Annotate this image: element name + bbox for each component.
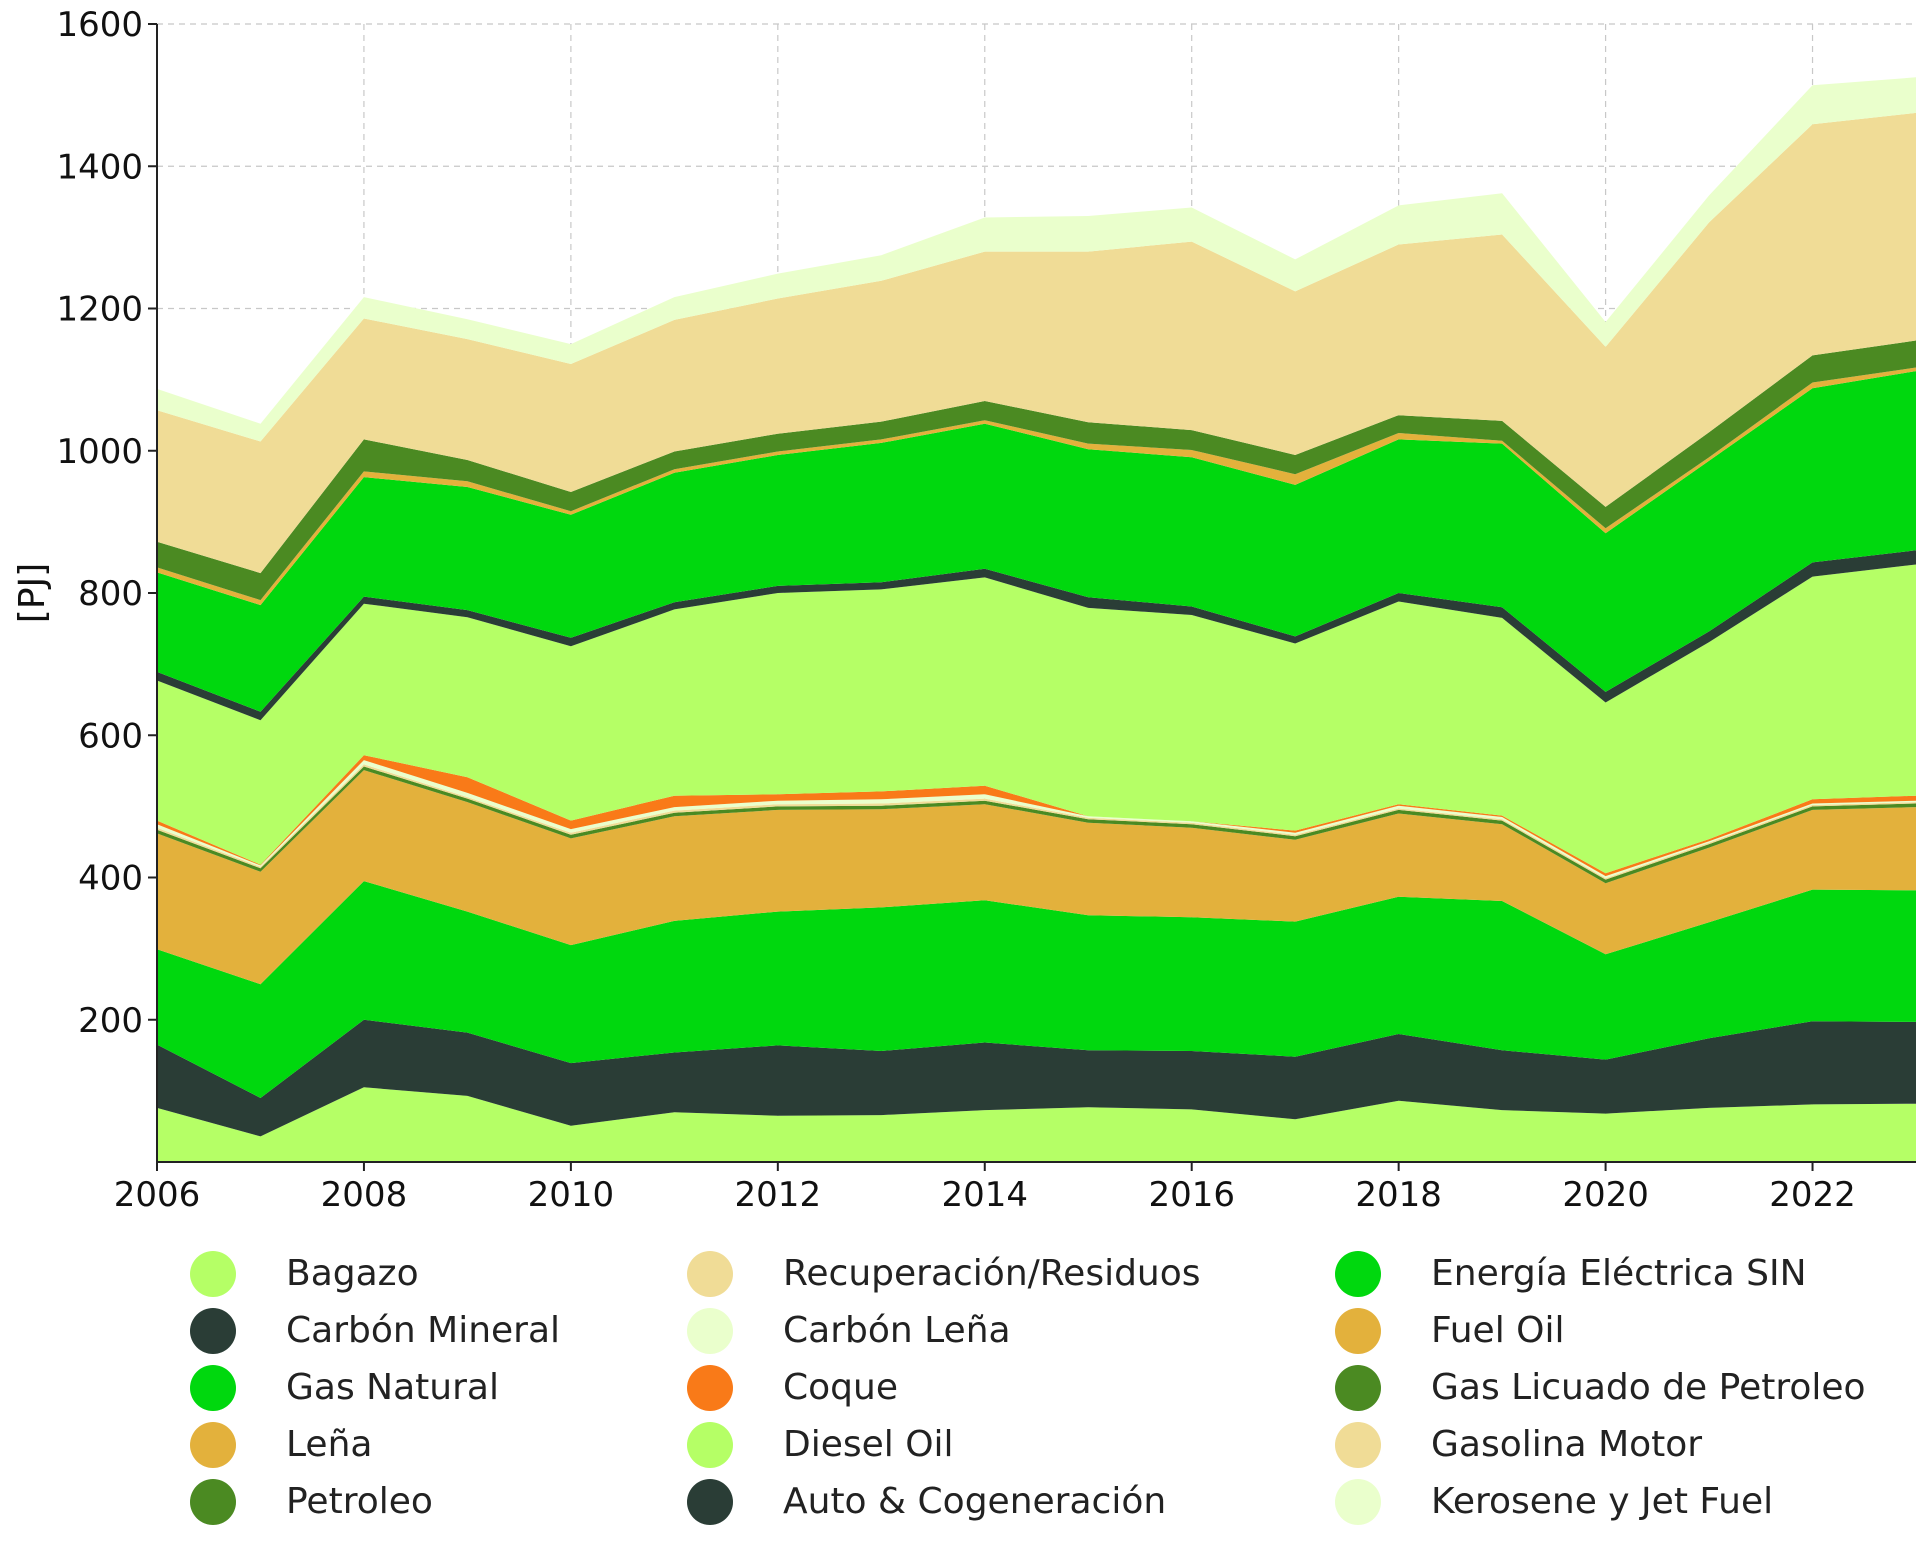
y-tick-label: 800 [78,574,143,614]
x-tick-label: 2020 [1562,1175,1649,1215]
legend-item: Auto & Cogeneración [687,1473,1201,1530]
x-tick-label: 2008 [321,1175,408,1215]
legend-swatch [1335,1250,1381,1297]
legend-item: Fuel Oil [1335,1302,1866,1359]
x-tick-label: 2022 [1769,1175,1856,1215]
y-tick-label: 1600 [56,5,143,45]
legend-swatch [687,1364,733,1411]
legend-swatch [1335,1478,1381,1525]
area-energia-electrica-sin [157,371,1916,712]
legend-label: Kerosene y Jet Fuel [1431,1481,1774,1522]
legend-label: Carbón Leña [783,1310,1011,1351]
legend-column: Bagazo Carbón Mineral Gas Natural Leña Petro… [190,1245,560,1530]
legend-swatch [190,1307,236,1354]
legend-swatch [1335,1307,1381,1354]
x-tick-label: 2014 [941,1175,1028,1215]
y-axis-title: [PJ] [12,563,53,623]
y-tick-label: 200 [78,1001,143,1041]
y-tick-label: 1000 [56,432,143,472]
y-tick-label: 1200 [56,290,143,330]
legend-item: Diesel Oil [687,1416,1201,1473]
area-lena [157,770,1916,985]
legend-swatch [687,1421,733,1468]
x-tick-label: 2006 [114,1175,201,1215]
legend-swatch [687,1250,733,1297]
legend-swatch [1335,1421,1381,1468]
legend-label: Gasolina Motor [1431,1424,1703,1465]
y-tick-label: 1400 [56,147,143,187]
x-tick-label: 2018 [1355,1175,1442,1215]
legend-item: Carbón Mineral [190,1302,560,1359]
legend: Bagazo Carbón Mineral Gas Natural Leña Petro… [190,1245,1910,1535]
legend-label: Leña [286,1424,373,1465]
legend-label: Petroleo [286,1481,433,1522]
legend-label: Recuperación/Residuos [783,1253,1201,1294]
legend-item: Bagazo [190,1245,560,1302]
legend-label: Fuel Oil [1431,1310,1565,1351]
legend-swatch [190,1478,236,1525]
area-gasolina-motor [157,112,1916,574]
legend-item: Gasolina Motor [1335,1416,1866,1473]
y-tick-label: 600 [78,716,143,756]
legend-item: Coque [687,1359,1201,1416]
legend-label: Auto & Cogeneración [783,1481,1167,1522]
area-series [157,77,1916,1162]
legend-label: Energía Eléctrica SIN [1431,1253,1807,1294]
legend-column: Recuperación/Residuos Carbón Leña Coque Die… [687,1245,1201,1530]
legend-label: Gas Natural [286,1367,499,1408]
axes: 2006 2008 2010 2012 2014 2016 2018 2020 2022 200 4… [56,5,1916,1215]
legend-swatch [190,1364,236,1411]
area-bagazo [157,1087,1916,1162]
x-tick-label: 2012 [735,1175,822,1215]
legend-swatch [687,1478,733,1525]
legend-item: Gas Natural [190,1359,560,1416]
x-tick-label: 2010 [528,1175,615,1215]
legend-item: Petroleo [190,1473,560,1530]
legend-swatch [1335,1364,1381,1411]
x-tick-label: 2016 [1148,1175,1235,1215]
area-kerosene-y-jet-fuel [157,77,1916,442]
legend-item: Energía Eléctrica SIN [1335,1245,1866,1302]
legend-item: Leña [190,1416,560,1473]
legend-swatch [687,1307,733,1354]
legend-swatch [190,1421,236,1468]
legend-column: Energía Eléctrica SIN Fuel Oil Gas Licuado… [1335,1245,1866,1530]
stacked-area-chart: 2006 2008 2010 2012 2014 2016 2018 2020 2022 200 4… [12,5,1916,1215]
legend-label: Bagazo [286,1253,419,1294]
area-auto-cogeneracion [157,550,1916,721]
legend-item: Kerosene y Jet Fuel [1335,1473,1866,1530]
y-tick-label: 400 [78,859,143,899]
legend-label: Coque [783,1367,898,1408]
legend-item: Carbón Leña [687,1302,1201,1359]
area-carbon-mineral [157,1019,1916,1137]
legend-label: Gas Licuado de Petroleo [1431,1367,1866,1408]
legend-swatch [190,1250,236,1297]
legend-item: Recuperación/Residuos [687,1245,1201,1302]
legend-label: Carbón Mineral [286,1310,561,1351]
area-gas-natural [157,881,1916,1098]
area-diesel-oil [157,564,1916,874]
legend-item: Gas Licuado de Petroleo [1335,1359,1866,1416]
legend-label: Diesel Oil [783,1424,954,1465]
